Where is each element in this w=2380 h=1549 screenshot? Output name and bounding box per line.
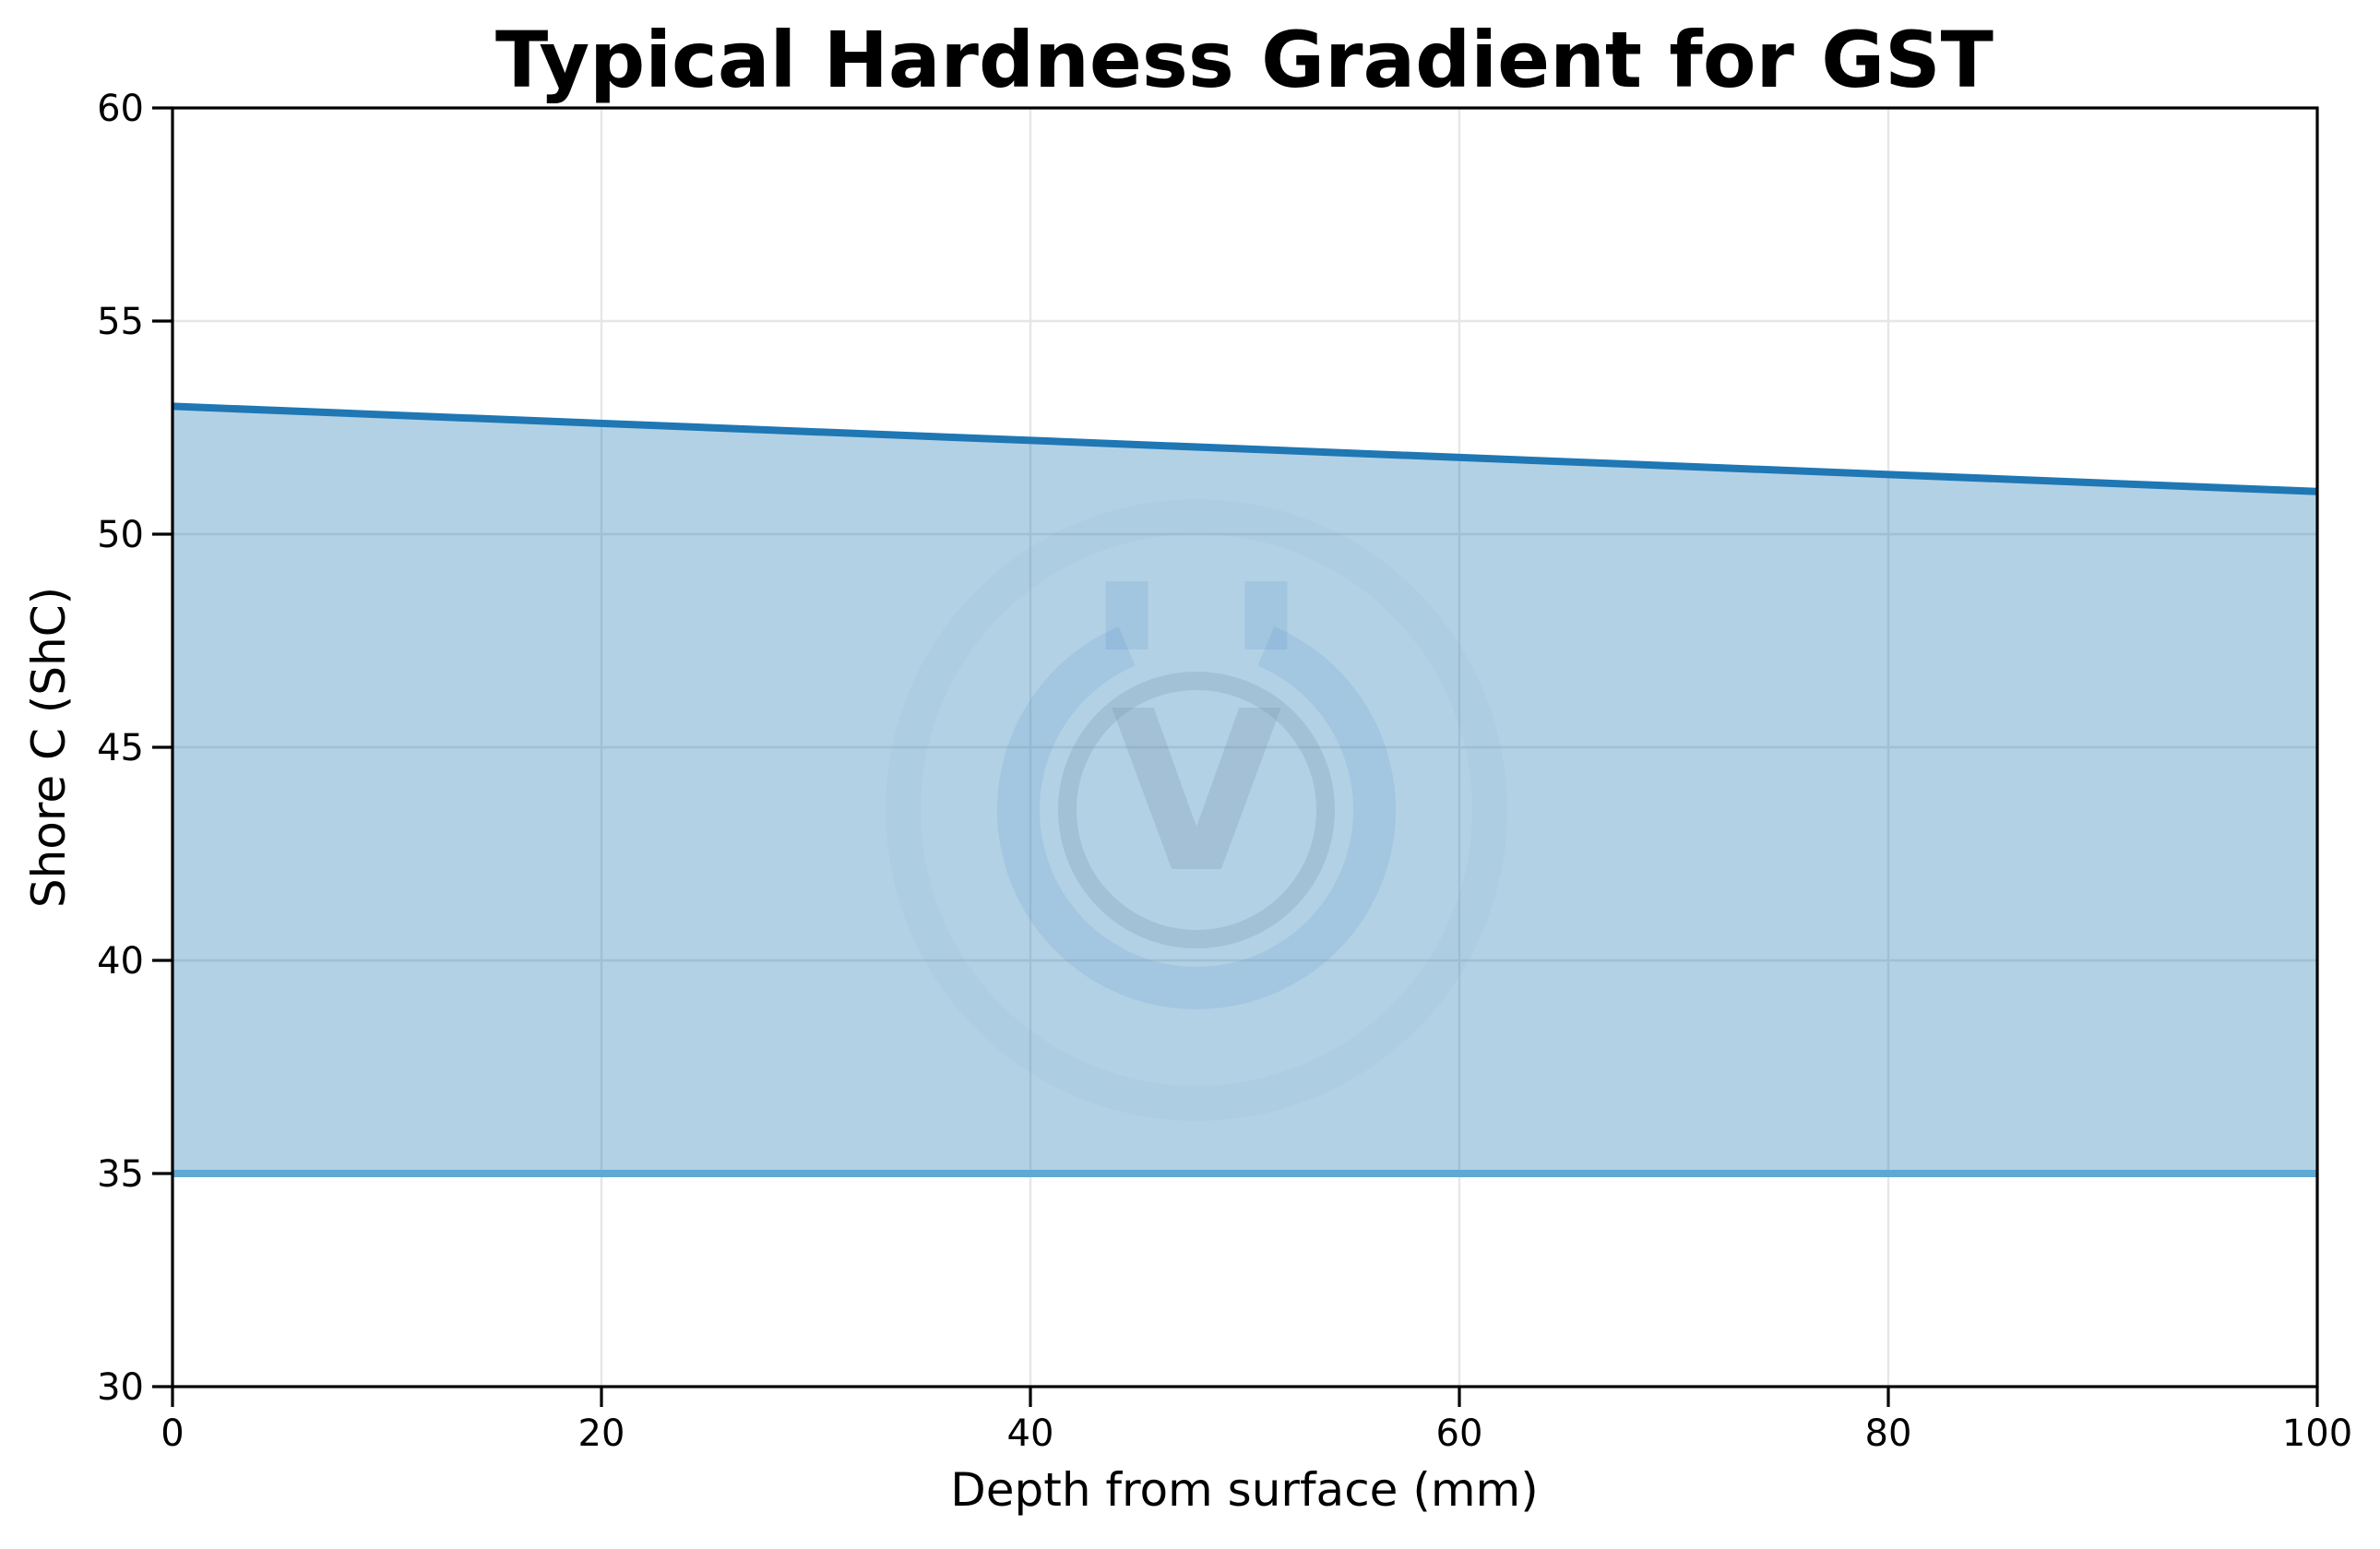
watermark-outer-ring-icon	[997, 626, 1396, 1009]
y-tick-label: 50	[97, 514, 144, 556]
y-tick-label: 40	[97, 940, 144, 983]
x-axis-label: Depth from surface (mm)	[950, 1463, 1539, 1517]
y-axis-label: Shore C (ShC)	[22, 587, 76, 908]
fill-between-band	[173, 406, 2317, 1174]
series-line-upper-hardness-bound	[172, 402, 2318, 495]
series-lines	[172, 402, 2318, 1177]
x-tick-label: 20	[578, 1412, 625, 1455]
x-tick-label: 40	[1007, 1412, 1054, 1455]
y-tick-label: 45	[97, 727, 144, 769]
y-tick-labels: 30 35 40 45 50 55 60	[97, 88, 144, 1409]
watermark-halo-ring-icon	[886, 499, 1507, 1121]
x-tick-labels: 0 20 40 60 80 100	[161, 1412, 2352, 1455]
x-tick-label: 60	[1436, 1412, 1483, 1455]
y-tick-label: 55	[97, 301, 144, 343]
x-tick-label: 0	[161, 1412, 184, 1455]
watermark-letter: V	[1111, 663, 1282, 922]
chart-title: Typical Hardness Gradient for GST	[495, 15, 1993, 105]
area-fill	[173, 406, 2317, 1174]
x-tick-label: 100	[2282, 1412, 2352, 1455]
watermark-inner-ring-icon	[1058, 672, 1335, 948]
y-tick-label: 60	[97, 88, 144, 130]
y-tick-label: 35	[97, 1153, 144, 1196]
x-tick-label: 80	[1865, 1412, 1912, 1455]
y-tick-label: 30	[97, 1366, 144, 1409]
watermark-logo: V	[886, 499, 1507, 1121]
tick-marks	[152, 106, 2319, 1407]
